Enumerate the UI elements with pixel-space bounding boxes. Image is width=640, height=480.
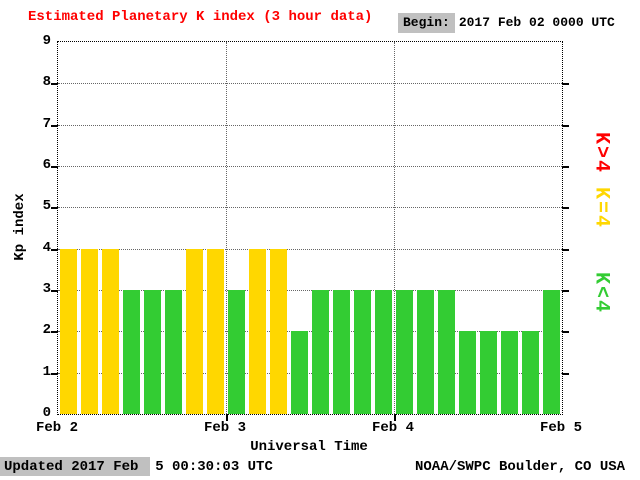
legend-k-gt-4: K>4 <box>589 131 613 175</box>
y-axis-tick-left <box>51 372 58 375</box>
y-tick-label: 8 <box>42 74 51 91</box>
x-tick-label: Feb 2 <box>35 420 78 436</box>
x-tick-label: Feb 4 <box>371 420 414 436</box>
kp-bar <box>249 248 266 414</box>
y-axis-tick-right <box>562 166 569 168</box>
kp-bar <box>417 290 434 414</box>
y-axis-tick-left <box>51 290 58 292</box>
begin-label: Begin: <box>398 13 455 33</box>
kp-bar <box>396 290 413 414</box>
legend-k-lt-4: K<4 <box>589 271 613 315</box>
kp-bar <box>354 290 371 414</box>
plot-area <box>51 41 569 421</box>
kp-bar <box>333 290 350 414</box>
gridline-vertical <box>394 42 395 414</box>
x-tick-label: Feb 3 <box>203 420 246 436</box>
y-axis-tick-right <box>562 207 569 210</box>
x-axis-label: Universal Time <box>250 439 368 455</box>
credit-text: NOAA/SWPC Boulder, CO USA <box>415 459 626 475</box>
kp-bar <box>186 248 203 414</box>
y-tick-label: 3 <box>42 281 51 297</box>
y-axis-tick-right <box>562 124 569 127</box>
kp-bar <box>543 290 560 414</box>
kp-bar <box>375 290 392 414</box>
gridline-horizontal <box>58 166 562 167</box>
gridline-horizontal <box>58 83 562 85</box>
y-axis-tick-right <box>562 331 569 334</box>
y-tick-label: 9 <box>42 33 51 49</box>
y-axis-tick-left <box>51 331 58 334</box>
y-axis-tick-right <box>562 83 569 86</box>
y-axis-tick-right <box>562 290 569 292</box>
y-axis-tick-left <box>51 166 58 168</box>
y-axis-tick-left <box>51 207 58 210</box>
y-tick-label: 1 <box>42 363 51 380</box>
y-axis-tick-left <box>51 83 58 86</box>
kp-bar <box>165 290 182 414</box>
gridline-horizontal <box>58 372 562 374</box>
kp-bar <box>228 290 245 414</box>
y-axis-tick-left <box>51 124 58 127</box>
y-axis-tick-right <box>562 248 569 251</box>
kp-bar <box>312 290 329 414</box>
kp-bar <box>270 248 287 414</box>
kp-bar <box>459 331 476 414</box>
kp-bar <box>123 290 140 414</box>
begin-row: Begin: 2017 Feb 02 0000 UTC <box>398 13 615 33</box>
y-tick-label: 2 <box>42 322 51 339</box>
gridline-horizontal <box>58 331 562 333</box>
y-tick-label: 5 <box>42 198 51 215</box>
gridline-vertical <box>226 42 227 414</box>
kp-bar <box>522 331 539 414</box>
chart-title: Estimated Planetary K index (3 hour data… <box>28 9 373 25</box>
y-tick-label: 4 <box>42 239 51 256</box>
updated-text: Updated 2017 Feb 5 00:30:03 UTC <box>4 459 273 475</box>
kp-bar <box>207 248 224 414</box>
y-axis-tick-left <box>51 248 58 251</box>
begin-value: 2017 Feb 02 0000 UTC <box>458 15 615 30</box>
kp-bar <box>102 248 119 414</box>
kp-bar <box>291 331 308 414</box>
x-tick-label: Feb 5 <box>539 420 582 436</box>
kp-bar <box>81 248 98 414</box>
y-tick-label: 0 <box>42 405 51 421</box>
gridline-horizontal <box>58 124 562 126</box>
kp-bar <box>144 290 161 414</box>
y-tick-label: 7 <box>42 115 51 132</box>
kp-bar <box>60 248 77 414</box>
kp-bar <box>480 331 497 414</box>
gridline-horizontal <box>58 207 562 209</box>
x-axis-tick <box>394 414 396 421</box>
kp-bar <box>501 331 518 414</box>
gridline-horizontal <box>58 248 562 250</box>
y-tick-label: 6 <box>42 157 51 173</box>
x-axis-tick <box>226 414 228 421</box>
y-axis-label: Kp index <box>12 193 28 261</box>
kp-bar <box>438 290 455 414</box>
legend-k-eq-4: K=4 <box>589 186 613 230</box>
gridline-horizontal <box>58 290 562 291</box>
y-axis-tick-right <box>562 372 569 375</box>
updated-label-background <box>0 457 150 476</box>
